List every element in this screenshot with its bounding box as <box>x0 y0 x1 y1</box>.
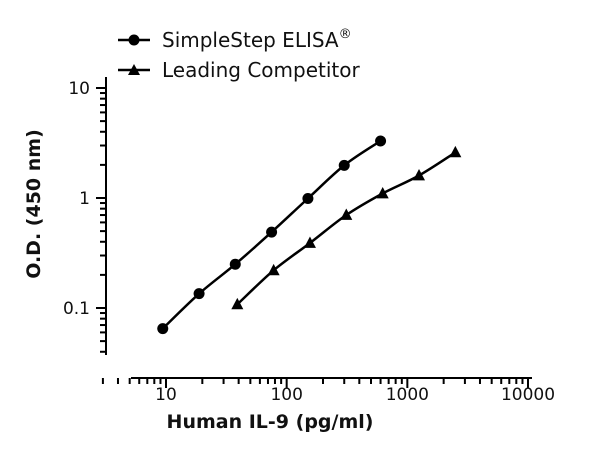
x-ticks: 10 100 1000 10000 <box>101 378 555 405</box>
series-simplestep <box>157 135 387 335</box>
y-tick-label: 10 <box>68 79 90 99</box>
data-point-triangle <box>267 263 280 276</box>
y-ticks: 0.1 1 10 <box>63 79 106 353</box>
x-axis-title: Human IL-9 (pg/ml) <box>167 411 374 433</box>
legend-marker-circle <box>128 34 140 46</box>
legend: SimpleStep ELISA® Leading Competitor <box>118 27 360 82</box>
data-point-circle <box>338 159 350 171</box>
series-layer <box>157 135 462 335</box>
data-point-circle <box>193 288 205 300</box>
data-point-triangle <box>231 297 244 310</box>
legend-item-simplestep: SimpleStep ELISA® <box>118 27 352 52</box>
data-point-circle <box>302 192 314 204</box>
y-tick-label: 1 <box>79 189 90 209</box>
data-point-triangle <box>413 169 426 181</box>
legend-label-simplestep: SimpleStep ELISA® <box>162 27 352 52</box>
x-tick-label: 10000 <box>501 385 555 405</box>
data-point-circle <box>266 226 278 238</box>
data-point-triangle <box>340 208 353 220</box>
legend-marker-triangle <box>128 64 140 75</box>
data-point-circle <box>375 135 387 147</box>
x-tick-label: 1000 <box>386 385 429 405</box>
x-tick-label: 100 <box>270 385 302 405</box>
data-point-triangle <box>303 236 316 248</box>
y-axis-title: O.D. (450 nm) <box>23 129 45 279</box>
data-point-circle <box>157 323 169 335</box>
x-tick-label: 10 <box>155 385 177 405</box>
legend-item-competitor: Leading Competitor <box>118 58 360 82</box>
data-point-triangle <box>376 186 389 199</box>
legend-label-competitor: Leading Competitor <box>162 58 360 82</box>
data-point-triangle <box>449 145 462 158</box>
y-tick-label: 0.1 <box>63 299 90 319</box>
series-competitor <box>231 145 462 310</box>
data-point-circle <box>229 258 241 270</box>
